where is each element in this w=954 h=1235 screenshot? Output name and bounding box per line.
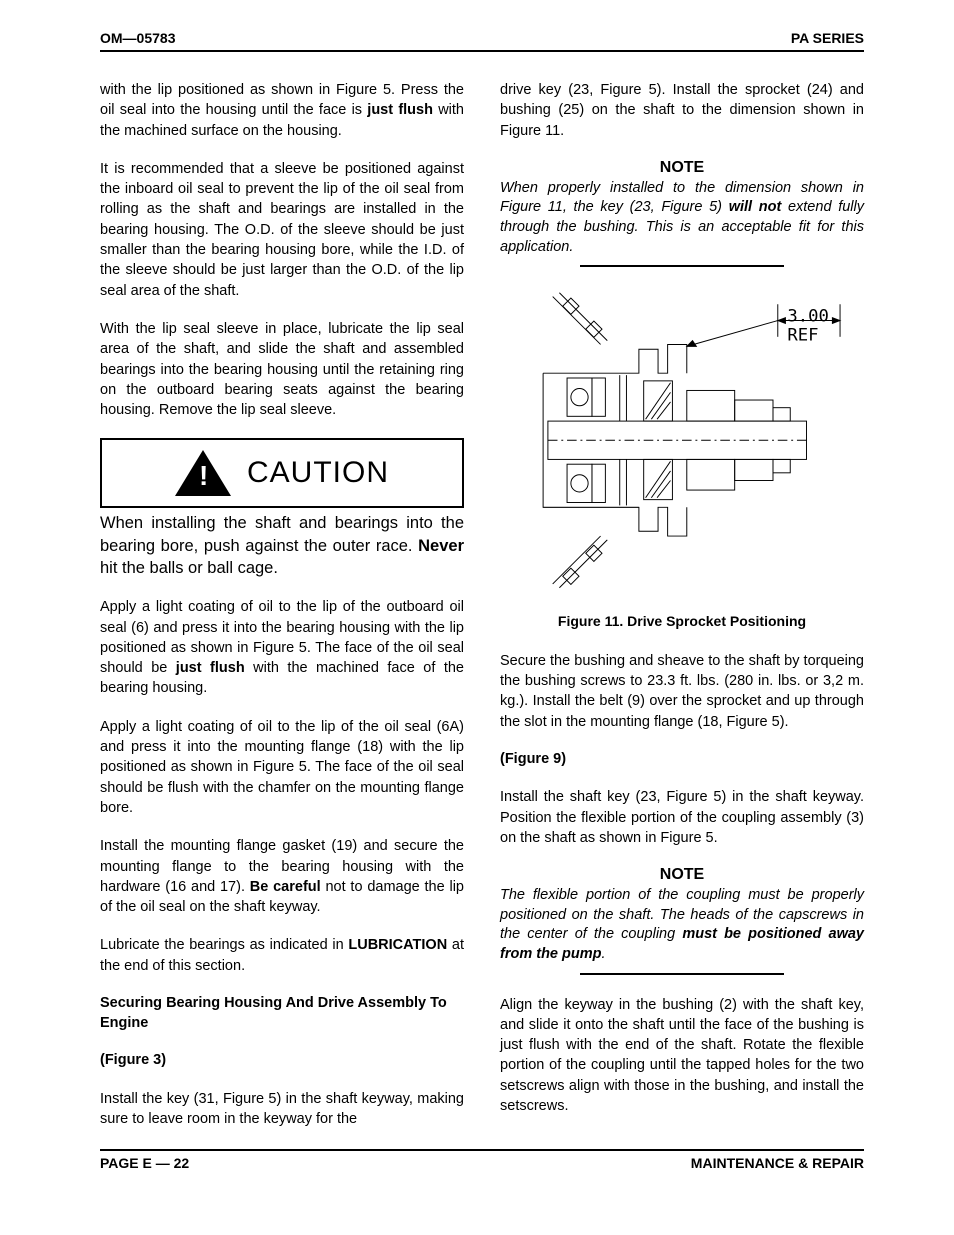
note-text-2: The flexible portion of the coupling mus… xyxy=(500,886,864,964)
para-4: Apply a light coating of oil to the lip … xyxy=(100,597,464,698)
note-heading-2: NOTE xyxy=(500,866,864,884)
caution-paragraph: When installing the shaft and bearings i… xyxy=(100,512,464,579)
subheading-1: Securing Bearing Housing And Drive Assem… xyxy=(100,994,464,1033)
para-2: It is recommended that a sleeve be posit… xyxy=(100,159,464,301)
header-left: OM—05783 xyxy=(100,30,175,46)
para-8: Install the key (31, Figure 5) in the sh… xyxy=(100,1089,464,1130)
para-r2: Secure the bushing and sheave to the sha… xyxy=(500,651,864,732)
note-heading-1: NOTE xyxy=(500,159,864,177)
figure-caption: Figure 11. Drive Sprocket Positioning xyxy=(500,613,864,629)
page-footer: PAGE E — 22 MAINTENANCE & REPAIR xyxy=(100,1149,864,1171)
note-divider-1 xyxy=(580,265,784,267)
drive-sprocket-diagram: 3.00 REF xyxy=(500,287,864,594)
note-text-1: When properly installed to the dimension… xyxy=(500,179,864,257)
left-column: with the lip positioned as shown in Figu… xyxy=(100,80,464,1129)
page-header: OM—05783 PA SERIES xyxy=(100,30,864,52)
figure-11: 3.00 REF xyxy=(500,287,864,599)
para-6: Install the mounting flange gasket (19) … xyxy=(100,836,464,917)
content-columns: with the lip positioned as shown in Figu… xyxy=(100,80,864,1129)
right-column: drive key (23, Figure 5). Install the sp… xyxy=(500,80,864,1129)
para-r3: Install the shaft key (23, Figure 5) in … xyxy=(500,787,864,848)
para-3: With the lip seal sleeve in place, lubri… xyxy=(100,319,464,420)
para-r1: drive key (23, Figure 5). Install the sp… xyxy=(500,80,864,141)
warning-triangle-icon: ! xyxy=(175,450,231,496)
para-r4: Align the keyway in the bushing (2) with… xyxy=(500,995,864,1117)
caution-box: ! CAUTION xyxy=(100,438,464,508)
para-1: with the lip positioned as shown in Figu… xyxy=(100,80,464,141)
subheading-2: (Figure 3) xyxy=(100,1051,464,1071)
figure-dim-value: 3.00 xyxy=(787,307,829,327)
caution-label: CAUTION xyxy=(247,456,389,490)
para-5: Apply a light coating of oil to the lip … xyxy=(100,717,464,818)
footer-left: PAGE E — 22 xyxy=(100,1155,189,1171)
figure-dim-ref: REF xyxy=(787,326,818,346)
header-right: PA SERIES xyxy=(791,30,864,46)
footer-right: MAINTENANCE & REPAIR xyxy=(691,1155,864,1171)
note-divider-2 xyxy=(580,973,784,975)
para-7: Lubricate the bearings as indicated in L… xyxy=(100,935,464,976)
subheading-r1: (Figure 9) xyxy=(500,750,864,770)
